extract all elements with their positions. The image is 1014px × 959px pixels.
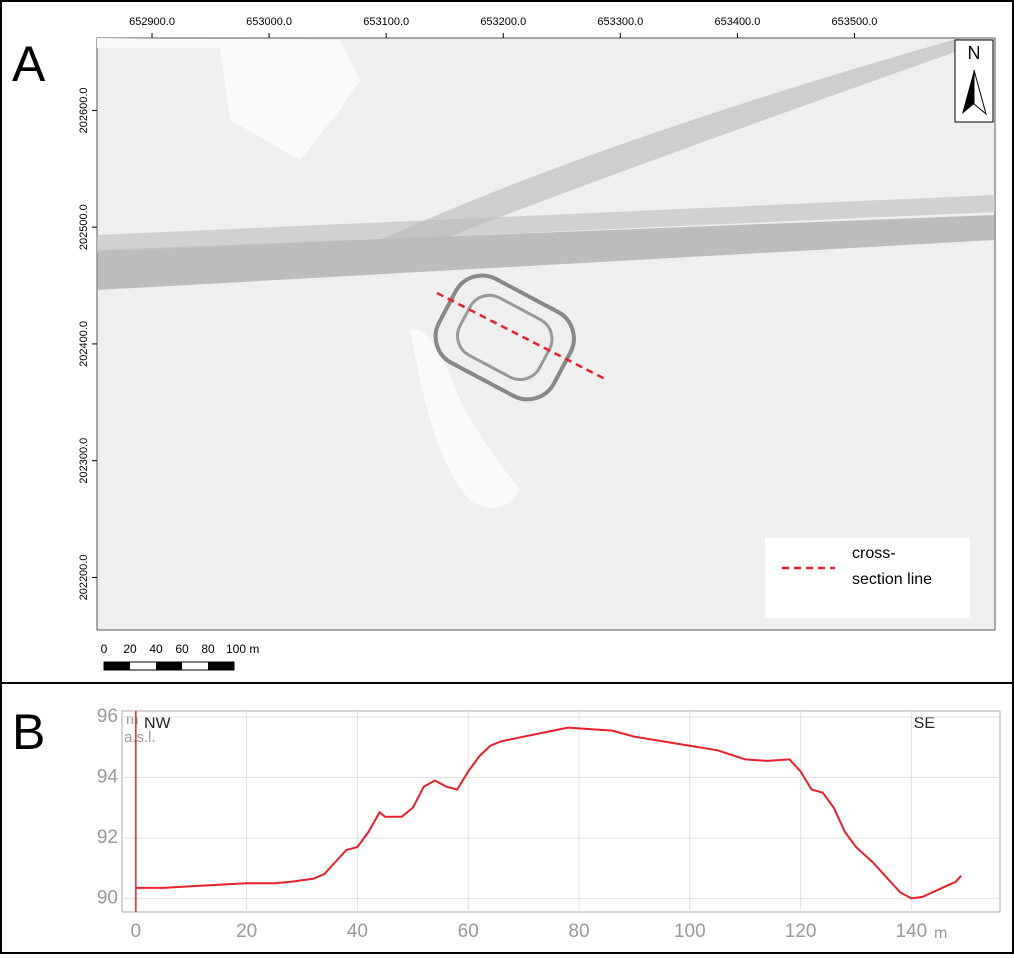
plot-area xyxy=(121,710,1001,913)
map-y-tick-label: 202300.0 xyxy=(78,438,90,484)
map-image xyxy=(96,37,996,631)
scale-label: 60 xyxy=(175,642,189,656)
panel-label: B xyxy=(12,704,45,760)
x-tick-label: 100 xyxy=(674,921,706,942)
map-water xyxy=(410,328,520,508)
y-axis-label: m xyxy=(126,711,139,728)
x-axis-label: m xyxy=(934,925,947,942)
map-x-tick-label: 653400.0 xyxy=(714,16,760,28)
map-x-tick-label: 652900.0 xyxy=(129,16,175,28)
x-tick-label: 80 xyxy=(568,921,589,942)
north-arrow-box xyxy=(954,39,994,123)
annotation: NW xyxy=(144,715,172,732)
legend-box xyxy=(765,538,970,618)
north-arrow xyxy=(973,69,987,116)
y-axis-label: a.s.l. xyxy=(124,729,156,746)
legend-label: section line xyxy=(852,571,932,588)
y-tick-label: 92 xyxy=(97,827,118,848)
map-x-tick-label: 653200.0 xyxy=(480,16,526,28)
cross-section-line xyxy=(436,291,608,382)
map-x-tick-label: 653100.0 xyxy=(363,16,409,28)
map-x-tick-label: 653300.0 xyxy=(597,16,643,28)
legend-label: cross- xyxy=(852,545,896,562)
y-tick-label: 90 xyxy=(97,887,118,908)
map-y-tick-label: 202600.0 xyxy=(78,87,90,133)
x-tick-label: 140 xyxy=(896,921,928,942)
map-x-tick-label: 653000.0 xyxy=(246,16,292,28)
map-feature xyxy=(433,273,576,402)
x-tick-label: 20 xyxy=(236,921,257,942)
map-y-tick-label: 202400.0 xyxy=(78,321,90,367)
x-tick-label: 0 xyxy=(131,921,142,942)
north-label: N xyxy=(968,43,981,63)
map-water xyxy=(97,38,360,160)
scale-label: 40 xyxy=(149,642,163,656)
map-feature xyxy=(456,293,554,382)
annotation: SE xyxy=(914,715,935,732)
scale-label: 100 m xyxy=(226,642,259,656)
panel-label: A xyxy=(12,36,46,92)
map-y-tick-label: 202200.0 xyxy=(78,555,90,601)
y-tick-label: 94 xyxy=(97,767,119,788)
profile-line xyxy=(135,726,962,900)
north-arrow xyxy=(962,70,974,114)
map-road xyxy=(97,215,995,290)
x-tick-label: 60 xyxy=(458,921,479,942)
x-tick-label: 120 xyxy=(785,921,817,942)
map-x-tick-label: 653500.0 xyxy=(832,16,878,28)
scale-bar xyxy=(103,661,235,671)
scale-bar-segment xyxy=(208,662,234,670)
scale-label: 80 xyxy=(201,642,215,656)
scale-bar-segment xyxy=(104,662,130,670)
scale-label: 0 xyxy=(101,642,108,656)
map-y-tick-label: 202500.0 xyxy=(78,204,90,250)
y-tick-label: 96 xyxy=(97,706,118,727)
scale-bar-segment xyxy=(156,662,182,670)
scale-label: 20 xyxy=(123,642,137,656)
x-tick-label: 40 xyxy=(347,921,368,942)
map-road xyxy=(97,195,995,252)
map-road xyxy=(380,38,995,240)
